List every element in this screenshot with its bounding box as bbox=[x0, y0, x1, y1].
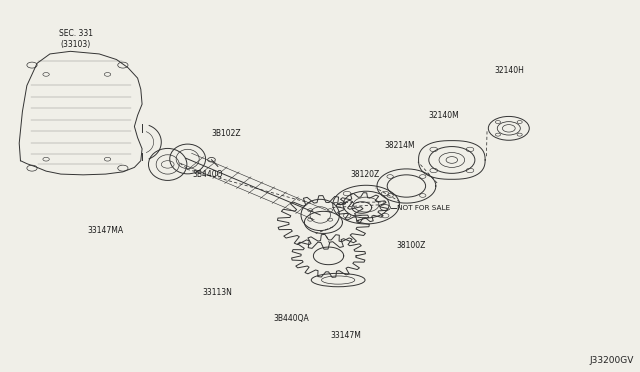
Text: 32140H: 32140H bbox=[494, 66, 524, 75]
Text: 3B440Q: 3B440Q bbox=[192, 170, 223, 179]
Text: 38100Z: 38100Z bbox=[397, 241, 426, 250]
Text: 33147MA: 33147MA bbox=[88, 226, 124, 235]
Text: SEC. 331
(33103): SEC. 331 (33103) bbox=[58, 29, 93, 49]
Text: J33200GV: J33200GV bbox=[589, 356, 634, 365]
Text: 38214M: 38214M bbox=[384, 141, 415, 150]
Text: 3B102Z: 3B102Z bbox=[211, 129, 241, 138]
Text: 3B440QA: 3B440QA bbox=[273, 314, 309, 323]
Text: 38120Z: 38120Z bbox=[351, 170, 380, 179]
Text: 32140M: 32140M bbox=[429, 111, 460, 120]
Text: NOT FOR SALE: NOT FOR SALE bbox=[397, 205, 450, 211]
Text: 33147M: 33147M bbox=[330, 331, 361, 340]
Text: 33113N: 33113N bbox=[203, 288, 232, 296]
